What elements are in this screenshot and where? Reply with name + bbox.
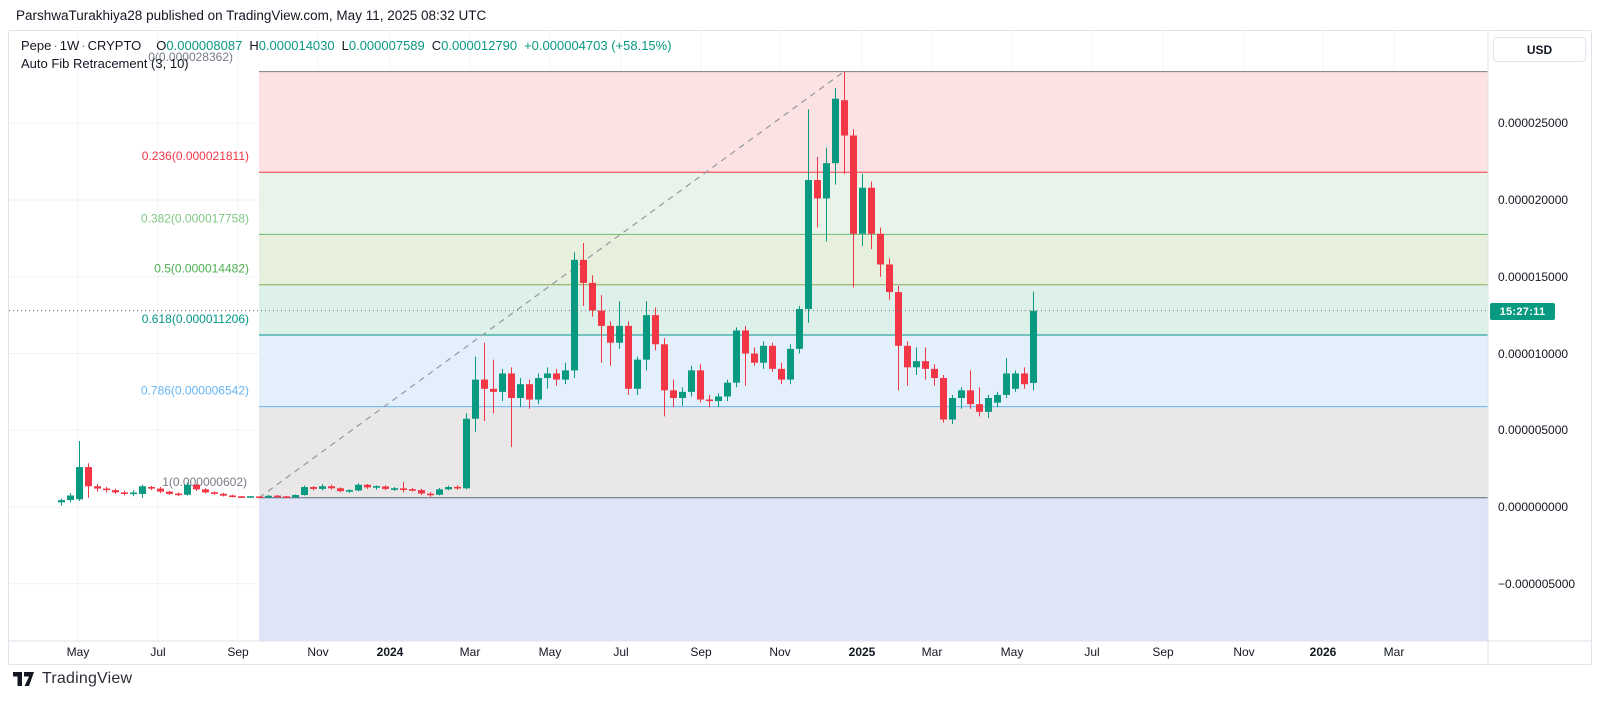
- time-axis-label: Nov: [769, 645, 791, 659]
- ohlc-value: 0.000012790: [441, 38, 518, 53]
- fib-label-0.786: 0.786(0.000006542): [141, 384, 249, 398]
- fib-labels: 0(0.000028362) 0.236(0.000021811) 0.382(0.…: [141, 50, 249, 489]
- candles: [58, 71, 1037, 506]
- time-axis-label: Mar: [459, 645, 481, 659]
- change-value: +0.000004703 (+58.15%): [524, 38, 672, 53]
- time-axis-label: May: [1000, 645, 1024, 659]
- time-axis-label: Mar: [1383, 645, 1405, 659]
- ohlc-letter: O: [156, 38, 167, 53]
- symbol-legend-row: Pepe · 1W · CRYPTO O0.000008087 H0.000014030 L0…: [21, 37, 672, 54]
- price-axis-label: 0.000005000: [1498, 423, 1569, 438]
- ohlc-value: 0.000007589: [348, 38, 425, 53]
- fib-label-0.5: 0.5(0.000014482): [154, 262, 249, 276]
- tradingview-logo-icon: [13, 672, 34, 686]
- chart-card: 0(0.000028362) 0.236(0.000021811) 0.382(0.…: [8, 30, 1592, 665]
- price-axis-label: −0.000005000: [1498, 576, 1576, 591]
- separator-dot: ·: [81, 38, 86, 53]
- ohlc-letter: H: [249, 38, 259, 53]
- time-axis-label: Jul: [1084, 645, 1100, 659]
- symbol-name: Pepe: [21, 38, 52, 53]
- attribution-text: ParshwaTurakhiya28 published on TradingV…: [16, 8, 487, 23]
- time-axis-label: Nov: [1233, 645, 1255, 659]
- time-axis-label: Sep: [1152, 645, 1174, 659]
- price-axis-label: 0.000025000: [1498, 116, 1569, 131]
- time-axis-label: Sep: [227, 645, 249, 659]
- ohlc-letter: L: [341, 38, 349, 53]
- separator-dot: ·: [53, 38, 58, 53]
- fib-label-0: 0(0.000028362): [148, 50, 233, 64]
- tradingview-footer[interactable]: TradingView: [12, 670, 132, 688]
- fib-label-0.236: 0.236(0.000021811): [142, 149, 249, 163]
- time-axis-label: Jul: [150, 645, 166, 659]
- time-axis-label: May: [66, 645, 90, 659]
- tradingview-logo-text: TradingView: [42, 670, 133, 687]
- time-axis-label: Sep: [690, 645, 712, 659]
- time-axis-label: Jul: [613, 645, 629, 659]
- price-axis-label: 0.000000000: [1498, 500, 1569, 514]
- time-axis-label: Nov: [307, 645, 329, 659]
- indicator-legend[interactable]: Auto Fib Retracement (3, 10): [21, 56, 189, 71]
- symbol-exchange: CRYPTO: [87, 38, 142, 53]
- symbol-interval: 1W: [59, 38, 80, 53]
- ohlc-value: 0.000008087: [166, 38, 243, 53]
- time-axis-label: May: [538, 645, 562, 659]
- fib-label-0.618: 0.618(0.000011206): [142, 312, 249, 326]
- time-axis-label: 2025: [848, 645, 876, 659]
- time-axis-label: Mar: [921, 645, 943, 659]
- time-axis-label: 2024: [376, 645, 404, 659]
- ohlc-letter: C: [431, 38, 442, 53]
- currency-button[interactable]: USD: [1493, 37, 1586, 62]
- fib-lines: [259, 71, 1488, 499]
- fib-label-0.382: 0.382(0.000017758): [141, 211, 249, 225]
- fib-label-1: 1(0.000000602): [162, 475, 247, 489]
- chart-pane[interactable]: 0(0.000028362) 0.236(0.000021811) 0.382(0.…: [9, 31, 1591, 664]
- ohlc-values: O0.000008087 H0.000014030 L0.000007589 C0.0…: [149, 38, 517, 53]
- fib-zones: [259, 71, 1488, 641]
- price-axis-label: 0.000020000: [1498, 193, 1569, 207]
- time-axis-label: 2026: [1309, 645, 1337, 659]
- price-axis-label: 0.000015000: [1498, 269, 1569, 284]
- symbol-title[interactable]: Pepe · 1W · CRYPTO: [21, 38, 141, 53]
- bar-countdown[interactable]: 15:27:11: [1490, 303, 1555, 320]
- legend: Pepe · 1W · CRYPTO O0.000008087 H0.000014030 L0…: [21, 37, 672, 72]
- ohlc-value: 0.000014030: [258, 38, 335, 53]
- price-axis-label: 0.000010000: [1498, 346, 1569, 361]
